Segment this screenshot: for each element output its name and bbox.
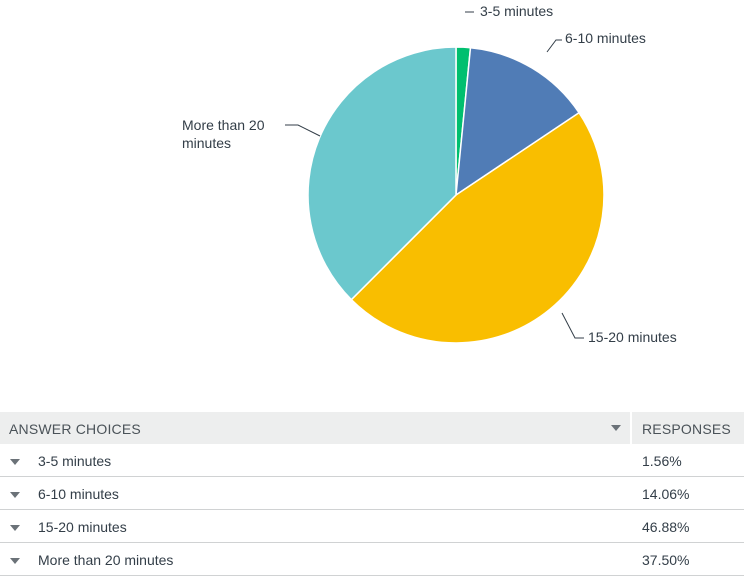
table-row[interactable]: 6-10 minutes 14.06% (0, 477, 744, 510)
expand-caret-icon[interactable] (10, 459, 20, 465)
responses-header[interactable]: RESPONSES (642, 421, 731, 437)
answer-choice: More than 20 minutes (38, 552, 174, 568)
leader-line (546, 39, 562, 53)
response-percent: 46.88% (642, 519, 690, 535)
response-percent: 14.06% (642, 486, 690, 502)
answer-choice: 3-5 minutes (38, 453, 112, 469)
answer-choice: 6-10 minutes (38, 486, 119, 502)
answer-choice: 15-20 minutes (38, 519, 127, 535)
table-row[interactable]: 3-5 minutes 1.56% (0, 444, 744, 477)
slice-label-15-20-minutes: 15-20 minutes (588, 329, 677, 345)
column-divider (630, 412, 632, 444)
table-header: ANSWER CHOICES RESPONSES (0, 412, 744, 444)
pie-slice-15-20-minutes[interactable] (350, 111, 605, 344)
expand-caret-icon[interactable] (10, 492, 20, 498)
response-percent: 37.50% (642, 552, 690, 568)
leader-line (561, 312, 584, 339)
table-row[interactable]: 15-20 minutes 46.88% (0, 510, 744, 543)
table-row[interactable]: More than 20 minutes 37.50% (0, 543, 744, 576)
slice-label-more-than-20-minutes: More than 20 minutes (182, 117, 265, 151)
slice-label-6-10-minutes: 6-10 minutes (565, 30, 646, 46)
pie-slice-more-than-20-minutes[interactable] (307, 46, 457, 301)
answer-choices-header[interactable]: ANSWER CHOICES (9, 421, 141, 437)
expand-caret-icon[interactable] (10, 558, 20, 564)
pie-chart: 3-5 minutes 6-10 minutes 15-20 minutes More… (182, 3, 677, 345)
expand-caret-icon[interactable] (10, 525, 20, 531)
response-percent: 1.56% (642, 453, 682, 469)
slice-label-3-5-minutes: 3-5 minutes (480, 3, 553, 19)
pie-slice-6-10-minutes[interactable] (455, 46, 581, 197)
sort-caret-icon[interactable] (611, 425, 621, 431)
leader-line (285, 124, 321, 137)
answer-table: ANSWER CHOICES RESPONSES 3-5 minutes 1.5… (0, 412, 744, 576)
